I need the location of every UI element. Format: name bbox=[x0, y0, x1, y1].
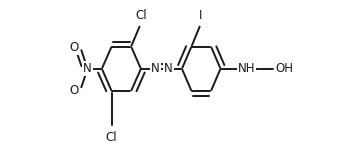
Text: O: O bbox=[69, 41, 78, 54]
Text: Cl: Cl bbox=[106, 131, 117, 144]
Text: NH: NH bbox=[238, 62, 255, 75]
Text: N: N bbox=[151, 62, 160, 75]
Text: I: I bbox=[199, 9, 203, 22]
Text: OH: OH bbox=[276, 62, 294, 75]
Text: Cl: Cl bbox=[135, 9, 147, 22]
Text: O: O bbox=[69, 84, 78, 97]
Text: N: N bbox=[83, 62, 92, 75]
Text: N: N bbox=[164, 62, 173, 75]
